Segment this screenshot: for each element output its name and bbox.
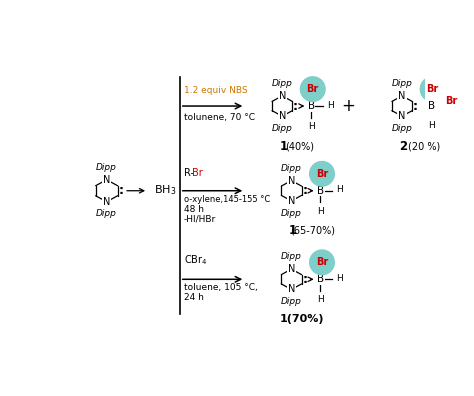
Text: H: H bbox=[337, 185, 343, 194]
Text: Dipp: Dipp bbox=[281, 164, 302, 173]
Text: 24 h: 24 h bbox=[183, 293, 203, 302]
Text: Br: Br bbox=[427, 84, 439, 94]
Text: 1.2 equiv NBS: 1.2 equiv NBS bbox=[183, 86, 247, 95]
Text: +: + bbox=[341, 97, 355, 115]
Text: Dipp: Dipp bbox=[392, 124, 412, 133]
Text: N: N bbox=[288, 175, 295, 186]
Circle shape bbox=[310, 162, 334, 186]
Text: 1: 1 bbox=[280, 139, 288, 152]
Text: N: N bbox=[288, 284, 295, 295]
Text: N: N bbox=[398, 111, 406, 121]
Text: :: : bbox=[293, 99, 298, 112]
Text: B: B bbox=[308, 101, 315, 111]
Text: Dipp: Dipp bbox=[392, 79, 412, 88]
Text: B: B bbox=[428, 101, 435, 111]
Text: Dipp: Dipp bbox=[96, 209, 117, 219]
Text: :: : bbox=[413, 99, 418, 112]
Text: Dipp: Dipp bbox=[272, 79, 292, 88]
Text: H: H bbox=[308, 122, 315, 131]
Text: Br: Br bbox=[316, 169, 328, 179]
Text: Dipp: Dipp bbox=[281, 209, 302, 218]
Circle shape bbox=[310, 250, 334, 275]
Text: H: H bbox=[428, 122, 435, 130]
Text: N: N bbox=[103, 175, 110, 185]
Text: (20 %): (20 %) bbox=[408, 141, 440, 151]
Text: 1(70%): 1(70%) bbox=[280, 314, 325, 324]
Text: H: H bbox=[328, 101, 334, 110]
Text: BH$_3$: BH$_3$ bbox=[154, 183, 176, 197]
Text: :: : bbox=[302, 184, 307, 197]
Text: (65-70%): (65-70%) bbox=[291, 226, 336, 236]
Text: Br: Br bbox=[316, 257, 328, 267]
Text: Dipp: Dipp bbox=[281, 252, 302, 261]
Text: H: H bbox=[317, 207, 324, 216]
Text: N: N bbox=[398, 91, 406, 101]
Text: CBr$_4$: CBr$_4$ bbox=[183, 253, 207, 267]
Text: N: N bbox=[103, 197, 110, 207]
Text: Br: Br bbox=[192, 168, 203, 179]
Circle shape bbox=[420, 77, 445, 101]
Text: tolunene, 70 °C: tolunene, 70 °C bbox=[183, 113, 255, 122]
Text: 1: 1 bbox=[289, 224, 297, 237]
Text: :: : bbox=[302, 273, 307, 286]
Text: H: H bbox=[317, 295, 324, 305]
Text: 2: 2 bbox=[400, 139, 408, 152]
Text: B: B bbox=[317, 274, 324, 284]
Circle shape bbox=[301, 77, 325, 101]
Text: N: N bbox=[288, 264, 295, 274]
Text: B: B bbox=[317, 186, 324, 196]
Text: N: N bbox=[279, 91, 286, 101]
Text: Dipp: Dipp bbox=[272, 124, 292, 133]
Text: H: H bbox=[337, 274, 343, 283]
Text: Br: Br bbox=[307, 84, 319, 94]
Text: -HI/HBr: -HI/HBr bbox=[183, 215, 216, 224]
Circle shape bbox=[440, 91, 462, 112]
Text: Br: Br bbox=[445, 96, 457, 107]
Text: toluene, 105 °C,: toluene, 105 °C, bbox=[183, 283, 257, 292]
Text: :: : bbox=[118, 184, 124, 197]
Text: N: N bbox=[288, 196, 295, 206]
Text: N: N bbox=[279, 111, 286, 121]
Text: (40%): (40%) bbox=[284, 141, 314, 151]
Text: R-: R- bbox=[183, 168, 194, 179]
Text: Dipp: Dipp bbox=[96, 163, 117, 172]
Text: 48 h: 48 h bbox=[183, 205, 204, 213]
Text: o-xylene,145-155 °C: o-xylene,145-155 °C bbox=[183, 194, 270, 204]
Text: Dipp: Dipp bbox=[281, 297, 302, 306]
